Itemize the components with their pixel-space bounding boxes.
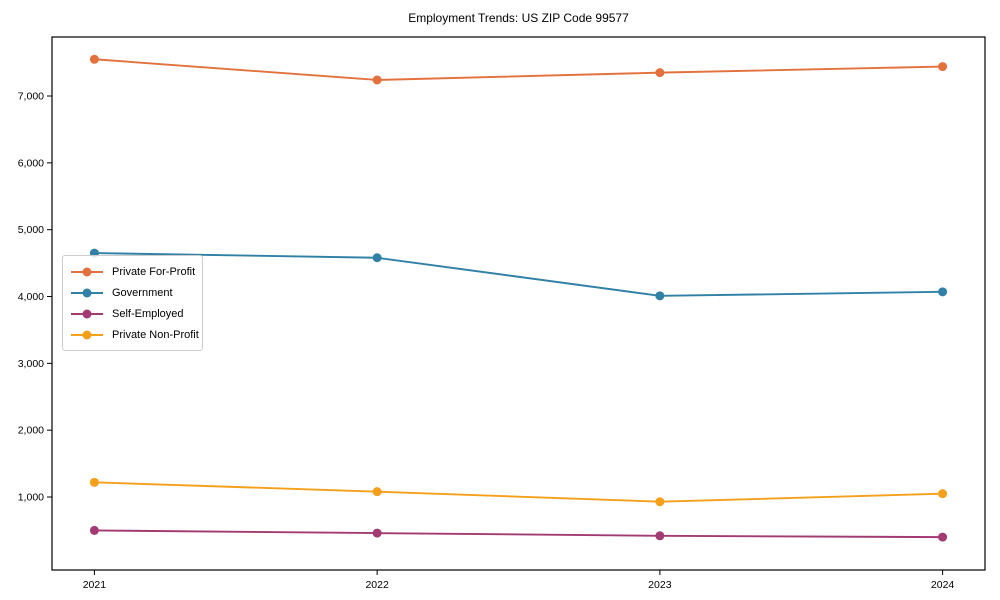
legend-line-marker-icon (71, 330, 103, 339)
data-point (89, 525, 99, 535)
legend: Private For-Profit Government Self-Employe… (62, 255, 203, 351)
data-point (372, 528, 382, 538)
legend-item-private-for-profit: Private For-Profit (70, 261, 196, 282)
data-point (372, 487, 382, 497)
legend-label: Private Non-Profit (112, 328, 199, 341)
y-tick-label: 2,000 (18, 425, 44, 437)
legend-item-self-employed: Self-Employed (70, 303, 196, 324)
legend-label: Private For-Profit (112, 265, 196, 278)
series-line-private-for-profit (94, 58, 943, 81)
legend-line-marker-icon (71, 288, 103, 297)
data-point (938, 62, 948, 72)
axes-frame (51, 36, 986, 571)
series-line-self-employed (94, 529, 943, 539)
data-point (372, 253, 382, 263)
data-point (89, 54, 99, 64)
y-tick-label: 6,000 (18, 157, 44, 169)
legend-line-marker-icon (71, 309, 103, 318)
x-tick-label: 2021 (83, 579, 107, 591)
legend-line-marker-icon (71, 267, 103, 276)
y-tick-label: 3,000 (18, 358, 44, 370)
data-point (655, 497, 665, 507)
chart-title: Employment Trends: US ZIP Code 99577 (408, 11, 629, 25)
legend-label: Government (112, 286, 173, 299)
data-point (938, 532, 948, 542)
series-line-government (94, 252, 943, 297)
data-point (655, 291, 665, 301)
legend-item-private-non-profit: Private Non-Profit (70, 324, 199, 345)
series-line-private-non-profit (94, 481, 943, 503)
legend-label: Self-Employed (112, 307, 184, 320)
data-point (938, 287, 948, 297)
legend-item-government: Government (70, 282, 196, 303)
x-tick-label: 2024 (931, 579, 955, 591)
y-tick-label: 1,000 (18, 492, 44, 504)
data-point (372, 75, 382, 85)
y-tick-label: 7,000 (18, 91, 44, 103)
x-tick-label: 2022 (365, 579, 389, 591)
data-point (655, 68, 665, 78)
y-tick-label: 4,000 (18, 291, 44, 303)
data-point (655, 531, 665, 541)
data-point (89, 477, 99, 487)
data-point (938, 489, 948, 499)
y-tick-label: 5,000 (18, 224, 44, 236)
x-tick-label: 2023 (648, 579, 672, 591)
